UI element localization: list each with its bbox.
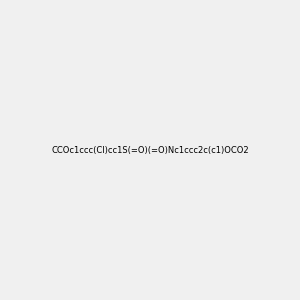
Text: CCOc1ccc(Cl)cc1S(=O)(=O)Nc1ccc2c(c1)OCO2: CCOc1ccc(Cl)cc1S(=O)(=O)Nc1ccc2c(c1)OCO2: [51, 146, 249, 154]
